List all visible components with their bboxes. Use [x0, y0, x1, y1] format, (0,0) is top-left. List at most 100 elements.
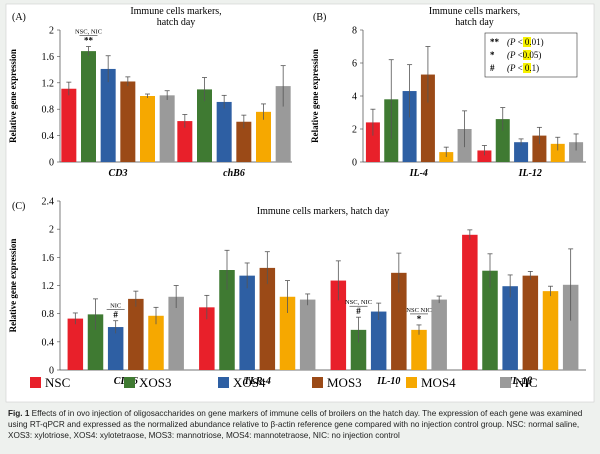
panel-c-category-il-10: IL-10 — [376, 376, 400, 387]
significance-key-highlight: < — [518, 50, 523, 60]
panel-a-bar-chb6-mos3 — [236, 121, 252, 162]
legend-label-xos4: XOS4 — [233, 375, 266, 390]
panel-c-bar-cd56-xos3 — [87, 314, 104, 370]
legend-swatch-mos4 — [406, 377, 417, 388]
panel-c-bar-il-10-nic — [431, 299, 447, 370]
panel-c-annotation-il-10-xos3-sig: # — [356, 306, 361, 316]
panel-c-bar-il-10-mos3 — [391, 272, 407, 370]
panel-a-ytick-label: 0.4 — [42, 131, 55, 142]
significance-key-symbol: * — [490, 50, 495, 60]
panel-c-bar-il-1-xos4 — [502, 286, 518, 370]
panel-c-bar-il-10-mos4 — [411, 329, 427, 370]
panel-a-title-line1: Immune cells markers, — [130, 6, 221, 17]
significance-key-highlight-mark — [523, 63, 531, 73]
caption-text: Effects of in ovo injection of oligosacc… — [8, 409, 583, 441]
panel-c-bar-cd56-mos4 — [148, 315, 164, 370]
panel-a-bar-cd3-mos3 — [120, 81, 136, 162]
significance-key-highlight-mark — [523, 37, 531, 47]
panel-c-ytick-label: 2.4 — [42, 197, 55, 208]
panel-c-title: Immune cells markers, hatch day — [257, 206, 389, 217]
legend-label-mos3: MOS3 — [327, 375, 362, 390]
figure-caption: Fig. 1 Effects of in ovo injection of ol… — [8, 408, 594, 442]
panel-a-bar-chb6-xos4 — [216, 101, 232, 162]
panel-c-bar-il-10-xos3 — [350, 329, 367, 370]
panel-c-ytick-label: 0 — [49, 366, 54, 377]
legend-swatch-nsc — [30, 377, 41, 388]
panel-b-ytick-label: 4 — [352, 92, 357, 103]
panel-b-ylabel: Relative gene expression — [310, 49, 320, 143]
panel-c-ytick-label: 0.4 — [42, 337, 55, 348]
panel-a-bar-cd3-xos4 — [100, 68, 116, 162]
panel-c-bar-tlr-4-nsc — [199, 307, 215, 370]
panel-b-ytick-label: 2 — [352, 125, 357, 136]
panel-a-title-line2: hatch day — [157, 17, 196, 28]
legend-swatch-mos3 — [312, 377, 323, 388]
panel-a-category-chb6: chB6 — [223, 168, 245, 179]
panel-b-bar-il-4-mos3 — [420, 74, 435, 162]
significance-key-symbol: ** — [490, 37, 500, 47]
panel-c-bar-il-10-nsc — [330, 280, 347, 370]
significance-key-highlight: < — [518, 63, 523, 73]
panel-b-title-line2: hatch day — [455, 17, 494, 28]
panel-b-bar-il-12-xos3 — [495, 119, 510, 162]
caption-label: Fig. 1 — [8, 409, 30, 418]
panel-b-bar-il-12-nic — [569, 142, 584, 162]
panel-c-ytick-label: 1.6 — [42, 253, 55, 264]
panel-a-bar-chb6-nic — [275, 86, 291, 162]
panel-a-bar-cd3-xos3 — [81, 51, 96, 163]
panel-c-annotation-cd56-xos4-sig: # — [113, 310, 118, 320]
panel-c-category-tlr-4: TLR-4 — [244, 376, 271, 387]
panel-c-annotation-il-10-mos4-sig: * — [417, 314, 422, 324]
panel-b-bar-il-12-mos4 — [550, 143, 565, 162]
panel-b-ytick-label: 0 — [352, 158, 357, 169]
panel-c-bar-il-1-mos3 — [522, 275, 539, 370]
panel-a-ytick-label: 1.2 — [42, 78, 55, 89]
panel-c-label: (C) — [12, 201, 25, 212]
panel-a-ytick-label: 0.8 — [42, 105, 55, 116]
panel-c-bar-cd56-mos3 — [128, 298, 144, 370]
panel-c-ylabel: Relative gene expression — [8, 239, 18, 333]
panel-b-bar-il-12-xos4 — [514, 142, 529, 162]
panel-a-annotation-cd3-xos3-sig: ** — [84, 36, 94, 46]
significance-key-text: (P < 0.01) — [507, 37, 544, 47]
panel-c-bar-cd56-nic — [168, 296, 184, 370]
panel-b-title-line1: Immune cells markers, — [429, 6, 520, 17]
panel-a-ylabel: Relative gene expression — [8, 49, 18, 143]
panel-a-bar-chb6-nsc — [177, 121, 193, 162]
panel-b-ytick-label: 6 — [352, 59, 357, 70]
panel-a-ytick-label: 1.6 — [42, 52, 55, 63]
significance-key-text: (P <0.05) — [507, 50, 541, 60]
panel-c-annotation-il-10-mos4-ref: NSC NIC — [406, 307, 431, 314]
panel-c-ytick-label: 1.2 — [42, 281, 55, 292]
legend-swatch-nic — [500, 377, 511, 388]
legend-label-nsc: NSC — [45, 375, 70, 390]
panel-b-category-il-12: IL-12 — [518, 168, 542, 179]
panel-b-bar-il-12-mos3 — [532, 135, 547, 162]
panel-c-bar-il-10-xos4 — [370, 311, 387, 370]
significance-key-text: (P < 0.1) — [507, 63, 539, 73]
legend-label-mos4: MOS4 — [421, 375, 456, 390]
panel-b-bar-il-4-nsc — [365, 122, 380, 162]
figure-canvas: (A)Immune cells markers,hatch dayRelativ… — [5, 3, 595, 403]
panel-b-label: (B) — [313, 12, 326, 23]
panel-c-bar-cd56-xos4 — [107, 327, 124, 370]
panel-a-bar-cd3-nic — [159, 95, 175, 162]
panel-a-ytick-label: 0 — [49, 158, 54, 169]
significance-key-highlight: < — [518, 37, 523, 47]
panel-b-bar-il-12-nsc — [477, 150, 492, 162]
panel-c-bar-tlr-4-xos4 — [239, 275, 255, 370]
legend-swatch-xos4 — [218, 377, 229, 388]
significance-key-symbol: # — [490, 63, 495, 73]
panel-c-bar-cd56-nsc — [67, 318, 84, 370]
panel-c-bar-il-1-nsc — [462, 234, 478, 370]
legend-label-xos3: XOS3 — [139, 375, 172, 390]
panel-a-label: (A) — [12, 12, 26, 23]
panel-c-bar-tlr-4-mos4 — [279, 296, 296, 370]
panel-c-bar-il-1-mos4 — [542, 291, 559, 370]
panel-a-ytick-label: 2 — [49, 26, 54, 37]
legend-label-nic: NIC — [515, 375, 537, 390]
panel-c-bar-tlr-4-xos3 — [219, 270, 235, 370]
panel-c-annotation-cd56-xos4-ref: NIC — [110, 303, 121, 310]
panel-a-bar-chb6-xos3 — [197, 89, 212, 162]
